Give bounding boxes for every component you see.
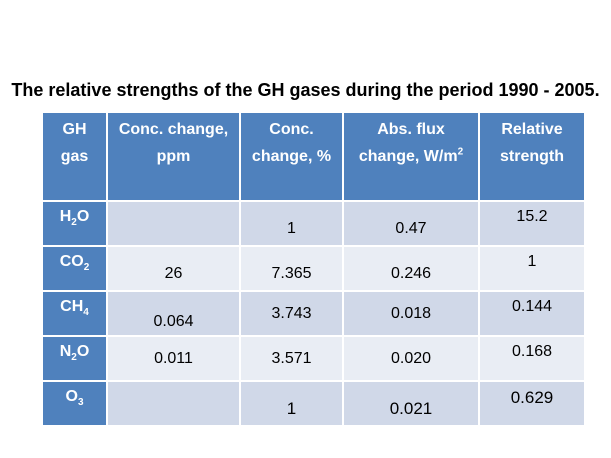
header-relative-strength: Relative strength [478, 111, 586, 202]
table-row: H2O 1 0.47 15.2 [41, 200, 586, 247]
cell-strength: 0.629 [478, 380, 586, 427]
gh-gases-table: GH gas Conc. change, ppm Conc. change, %… [41, 111, 586, 427]
table-header-row: GH gas Conc. change, ppm Conc. change, %… [41, 111, 586, 202]
gas-name-n2o: N2O [41, 335, 108, 382]
cell-flux: 0.020 [342, 335, 480, 382]
header-conc-change-pct: Conc. change, % [239, 111, 344, 202]
table-row: N2O 0.011 3.571 0.020 0.168 [41, 335, 586, 382]
table-row: CO2 26 7.365 0.246 1 [41, 245, 586, 292]
cell-ppm: 0.011 [106, 335, 241, 382]
gas-name-h2o: H2O [41, 200, 108, 247]
gas-name-ch4: CH4 [41, 290, 108, 337]
table-row: CH4 0.064 3.743 0.018 0.144 [41, 290, 586, 337]
table-row: O3 1 0.021 0.629 [41, 380, 586, 427]
cell-ppm: 26 [106, 245, 241, 292]
cell-ppm [106, 380, 241, 427]
cell-pct: 1 [239, 200, 344, 247]
cell-ppm: 0.064 [106, 290, 241, 337]
cell-strength: 0.144 [478, 290, 586, 337]
gas-name-co2: CO2 [41, 245, 108, 292]
cell-flux: 0.021 [342, 380, 480, 427]
header-gh-gas: GH gas [41, 111, 108, 202]
cell-pct: 1 [239, 380, 344, 427]
header-abs-flux-change: Abs. flux change, W/m2 [342, 111, 480, 202]
cell-flux: 0.246 [342, 245, 480, 292]
cell-strength: 1 [478, 245, 586, 292]
cell-ppm [106, 200, 241, 247]
cell-flux: 0.018 [342, 290, 480, 337]
header-conc-change-ppm: Conc. change, ppm [106, 111, 241, 202]
cell-pct: 3.571 [239, 335, 344, 382]
cell-strength: 15.2 [478, 200, 586, 247]
cell-strength: 0.168 [478, 335, 586, 382]
page-title: The relative strengths of the GH gases d… [11, 80, 600, 100]
cell-flux: 0.47 [342, 200, 480, 247]
cell-pct: 3.743 [239, 290, 344, 337]
gas-name-o3: O3 [41, 380, 108, 427]
cell-pct: 7.365 [239, 245, 344, 292]
